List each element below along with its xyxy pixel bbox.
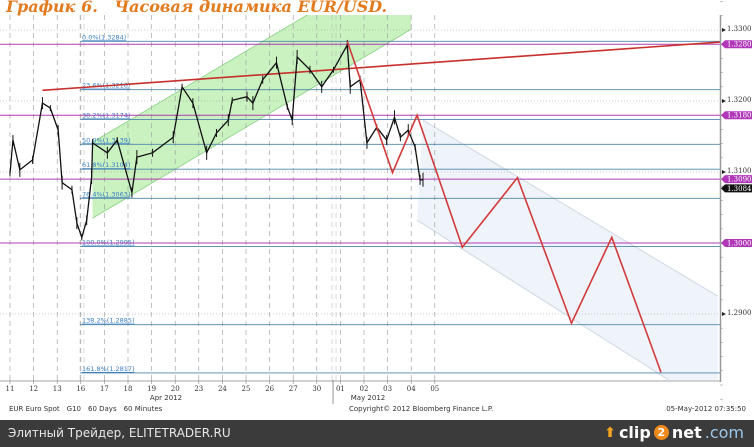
x-tick-label: 02 (360, 385, 369, 393)
falling-channel-upper (422, 119, 719, 297)
x-month-label: May 2012 (351, 394, 386, 402)
x-tick-label: 27 (289, 385, 298, 393)
y-tick-label: 1.3100 (727, 167, 752, 175)
x-month-label: Apr 2012 (150, 394, 182, 402)
x-tick-label: 25 (242, 385, 251, 393)
logo-part: 2 (653, 425, 669, 440)
level-tag-bg (721, 175, 752, 184)
x-tick-label: 01 (336, 385, 345, 393)
y-tick-arrow (722, 99, 726, 103)
x-tick-label: 30 (312, 385, 321, 393)
fib-label: 50.0%(1.3139) (82, 136, 130, 144)
info-period: 60 Days (87, 405, 117, 413)
level-tag: 1.3000 (727, 240, 752, 248)
footer-text: Элитный Трейдер, ELITETRADER.RU (8, 426, 231, 440)
x-tick-label: 12 (29, 385, 38, 393)
chart-timestamp: 05-May-2012 07:35:50 (666, 405, 746, 413)
x-tick-label: 24 (218, 385, 227, 393)
chart-title: График 6. Часовая динамика EUR/USD. (6, 0, 388, 16)
level-tag: 1.3090 (727, 176, 752, 184)
x-tick-label: 16 (76, 385, 85, 393)
fib-label: 138.2%(1.2885) (82, 317, 135, 325)
level-tag: 1.3180 (727, 112, 752, 120)
level-tag: 1.3280 (727, 41, 752, 49)
instrument-info: EUR Euro Spot G10 60 Days 60 Minutes (9, 405, 169, 414)
x-tick-label: 17 (100, 385, 109, 393)
resistance-trendline (42, 41, 720, 92)
logo-part: .com (704, 423, 744, 442)
info-group: G10 (66, 405, 81, 413)
copyright: Copyright© 2012 Bloomberg Finance L.P. (349, 405, 494, 413)
info-interval: 60 Minutes (123, 405, 163, 413)
rising-channel-upper (92, 15, 309, 143)
clip2net-logo: ⬆ clip 2 net .com (604, 423, 744, 442)
rising-channel-lower (92, 28, 412, 219)
y-tick-arrow (722, 312, 726, 316)
x-tick-label: 18 (124, 385, 133, 393)
logo-part: clip (618, 423, 651, 442)
falling-channel-fill (417, 120, 718, 380)
logo-part: net (671, 423, 702, 442)
last-price-tag: 1.3084 (727, 185, 752, 193)
x-tick-label: 23 (194, 385, 203, 393)
y-tick-arrow (722, 28, 726, 32)
x-tick-label: 13 (53, 385, 62, 393)
level-tag-bg (721, 111, 752, 120)
upload-arrow-icon: ⬆ (604, 424, 616, 441)
info-instrument: EUR Euro Spot (9, 405, 60, 413)
x-tick-label: 20 (171, 385, 180, 393)
fib-label: 161.8%(1.2817) (82, 365, 135, 373)
footer-bar: Элитный Трейдер, ELITETRADER.RU ⬆ clip 2 n… (0, 420, 754, 447)
price-line (9, 42, 423, 240)
level-tag-bg (721, 40, 752, 49)
x-tick-label: 19 (147, 385, 156, 393)
fib-label: 0.0%(1.3284) (82, 33, 126, 41)
x-tick-label: 05 (430, 385, 439, 393)
level-tag-bg (721, 239, 752, 247)
forecast-zigzag (346, 41, 662, 373)
x-tick-label: 26 (265, 385, 274, 393)
y-tick-label: 1.3300 (727, 25, 752, 33)
plot-area: 0.0%(1.3284)23.6%(1.3216)38.2%(1.3174)50… (0, 15, 720, 380)
fib-label: 76.4%(1.3063) (82, 190, 130, 198)
falling-channel-lower (416, 219, 670, 380)
rising-channel-fill (92, 15, 412, 219)
x-tick-label: 04 (407, 385, 416, 393)
fib-label: 61.8%(1.3104) (82, 161, 130, 169)
last-price-tag-bg (721, 184, 752, 193)
x-tick-label: 11 (6, 385, 15, 393)
price-chart: 0.0%(1.3284)23.6%(1.3216)38.2%(1.3174)50… (0, 1, 752, 404)
y-tick-label: 1.2900 (727, 309, 752, 317)
y-tick-label: 1.3200 (727, 96, 752, 104)
x-tick-label: 03 (383, 385, 392, 393)
y-tick-arrow (722, 170, 726, 174)
